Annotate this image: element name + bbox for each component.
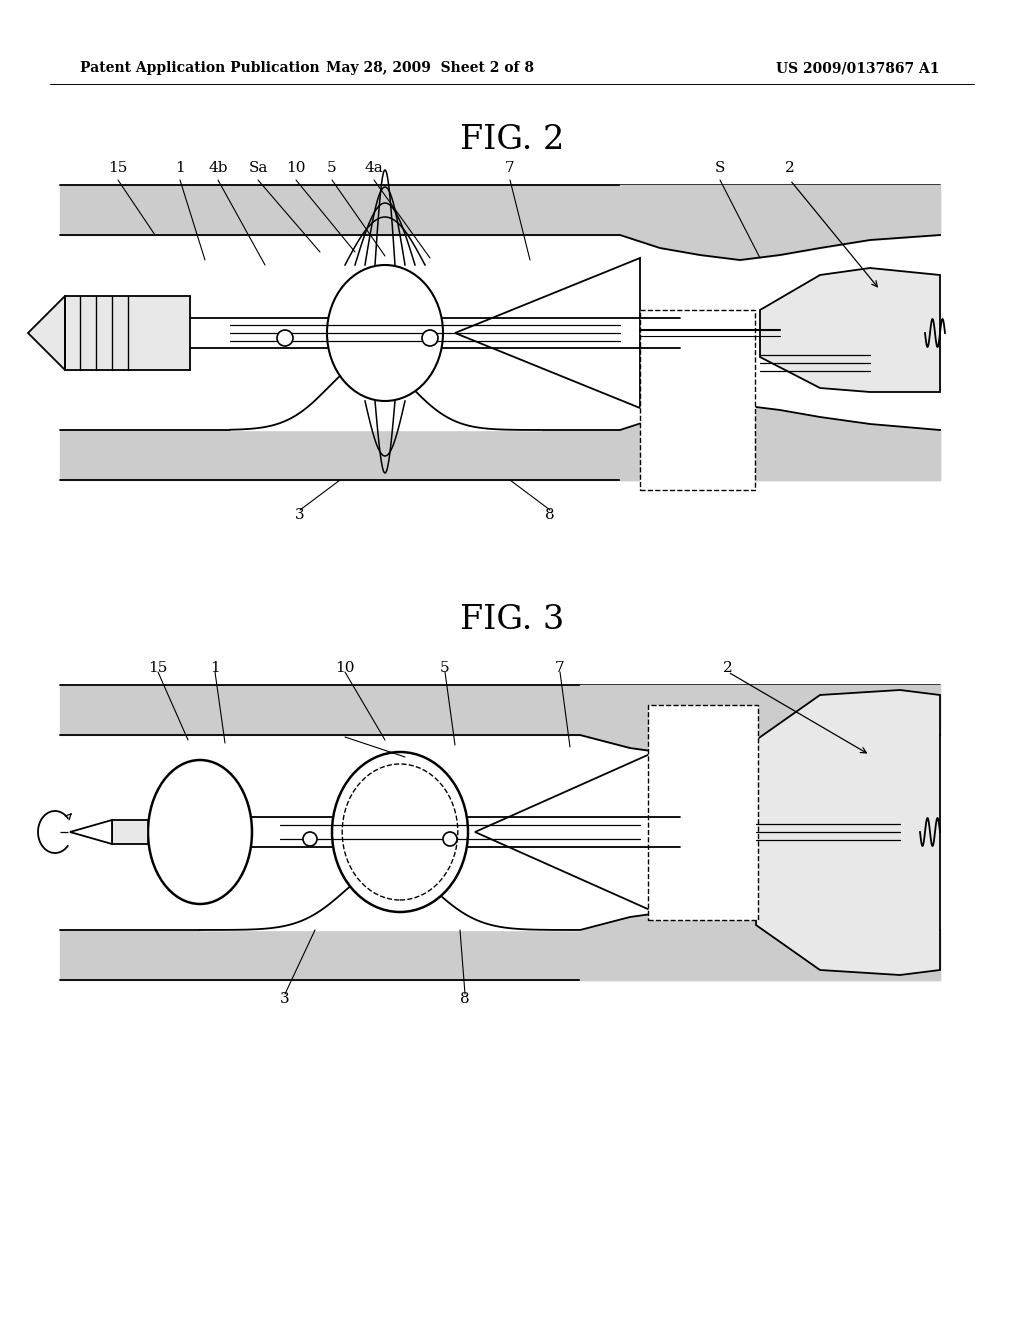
Polygon shape [28,296,65,370]
Text: 2: 2 [785,161,795,176]
Text: FIG. 2: FIG. 2 [460,124,564,156]
Text: S: S [715,161,725,176]
Text: 3: 3 [281,993,290,1006]
Text: 15: 15 [148,661,168,675]
Bar [648,705,758,920]
Circle shape [278,330,293,346]
Circle shape [303,832,317,846]
Text: 4b: 4b [208,161,227,176]
Text: FIG. 3: FIG. 3 [460,605,564,636]
Circle shape [443,832,457,846]
Ellipse shape [332,752,468,912]
Text: 1: 1 [210,661,220,675]
Polygon shape [190,318,680,348]
Text: 4a: 4a [365,161,383,176]
Polygon shape [455,257,640,408]
Polygon shape [756,690,940,975]
Text: Sa: Sa [248,161,267,176]
Circle shape [422,330,438,346]
Text: Patent Application Publication: Patent Application Publication [80,61,319,75]
Polygon shape [250,817,680,847]
Bar [640,310,755,490]
Text: 8: 8 [460,993,470,1006]
Text: US 2009/0137867 A1: US 2009/0137867 A1 [776,61,940,75]
Ellipse shape [148,760,252,904]
Text: 7: 7 [555,661,565,675]
Polygon shape [60,185,940,235]
Text: 2: 2 [723,661,733,675]
Text: 5: 5 [440,661,450,675]
Polygon shape [60,931,940,979]
Polygon shape [70,820,112,843]
Text: 3: 3 [295,508,305,521]
Polygon shape [760,268,940,392]
Polygon shape [65,296,190,370]
Ellipse shape [327,265,443,401]
Polygon shape [60,430,940,480]
Text: 7: 7 [505,161,515,176]
Text: May 28, 2009  Sheet 2 of 8: May 28, 2009 Sheet 2 of 8 [326,61,534,75]
Text: 10: 10 [287,161,306,176]
Text: 5: 5 [328,161,337,176]
Polygon shape [60,685,940,735]
Polygon shape [112,820,148,843]
Text: 15: 15 [109,161,128,176]
Polygon shape [475,754,650,909]
Text: 10: 10 [335,661,354,675]
Text: 1: 1 [175,161,185,176]
Text: 8: 8 [545,508,555,521]
